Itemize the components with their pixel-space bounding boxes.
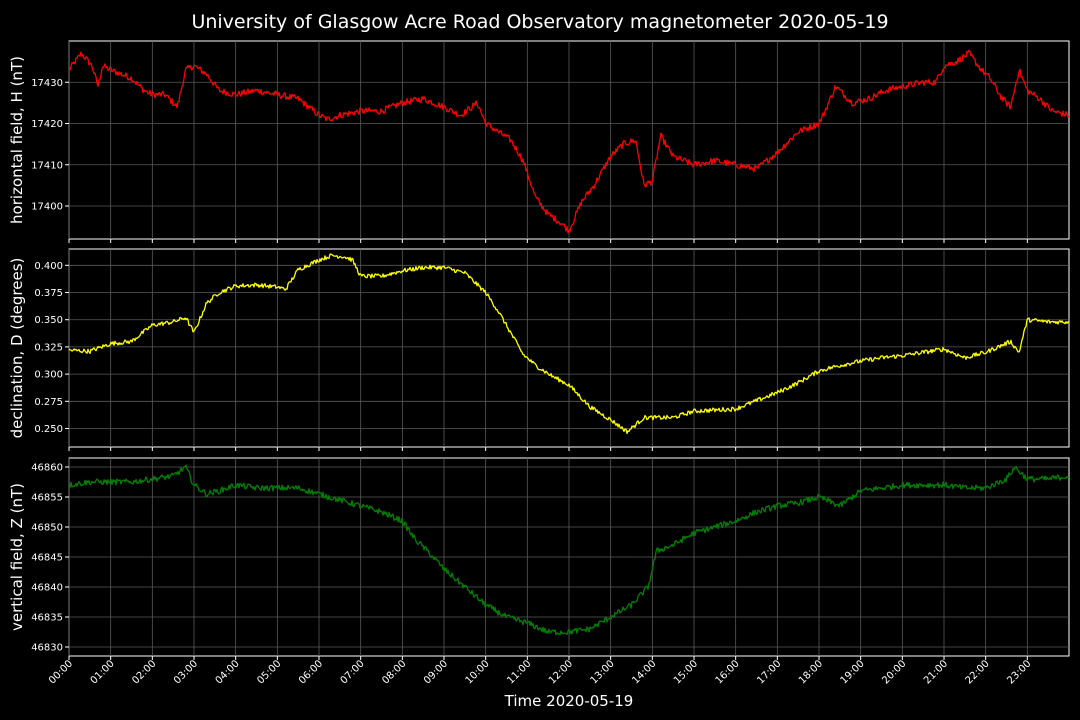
y-tick-label: 17430 — [31, 78, 63, 89]
y-tick-label: 46830 — [31, 643, 63, 654]
x-tick-label: 02:00 — [130, 658, 158, 686]
y-axis-label: vertical field, Z (nT) — [8, 483, 26, 631]
x-tick-label: 07:00 — [339, 658, 367, 686]
x-tick-label: 20:00 — [880, 658, 908, 686]
x-axis-label: Time 2020-05-19 — [504, 692, 634, 710]
y-tick-label: 46845 — [31, 553, 63, 564]
panels-group: 17400 17410 17420 17430 horizontal field, H … — [8, 40, 1070, 660]
y-tick-label: 46835 — [31, 613, 63, 624]
x-tick-label: 05:00 — [255, 658, 283, 686]
series-line-2 — [68, 464, 1070, 636]
x-tick-label: 01:00 — [89, 658, 117, 686]
x-tick-label: 19:00 — [839, 658, 867, 686]
y-tick-label: 0.325 — [34, 342, 63, 353]
x-tick-label: 13:00 — [589, 658, 617, 686]
x-tick-label: 22:00 — [964, 658, 992, 686]
y-axis-label: declination, D (degrees) — [8, 258, 26, 439]
panel-2: 46830 46835 46840 46845 46850 46855 46860 verti… — [8, 457, 1070, 660]
y-tick-label: 0.375 — [34, 288, 63, 299]
x-tick-label: 11:00 — [505, 658, 533, 686]
y-tick-label: 46860 — [31, 463, 63, 474]
y-tick-label: 0.350 — [34, 315, 63, 326]
y-tick-label: 17400 — [31, 202, 63, 213]
x-tick-label: 03:00 — [172, 658, 200, 686]
x-tick-labels: 00:00 01:00 02:00 03:00 04:00 05:00 06:00 07:00… — [47, 658, 1033, 686]
x-tick-label: 18:00 — [797, 658, 825, 686]
panel-1: 0.250 0.275 0.300 0.325 0.350 0.375 0.400 decli… — [8, 248, 1070, 451]
y-tick-label: 0.400 — [34, 261, 63, 272]
x-tick-label: 12:00 — [547, 658, 575, 686]
x-tick-label: 10:00 — [464, 658, 492, 686]
y-axis-label: horizontal field, H (nT) — [8, 56, 26, 224]
x-tick-label: 09:00 — [422, 658, 450, 686]
y-tick-label: 0.275 — [34, 397, 63, 408]
series-line-0 — [68, 49, 1070, 234]
x-tick-label: 14:00 — [630, 658, 658, 686]
y-tick-label: 0.300 — [34, 370, 63, 381]
y-tick-label: 46850 — [31, 523, 63, 534]
y-tick-label: 17410 — [31, 160, 63, 171]
x-tick-label: 21:00 — [922, 658, 950, 686]
y-tick-label: 17420 — [31, 119, 63, 130]
series-line-1 — [68, 253, 1070, 435]
y-tick-label: 46840 — [31, 583, 63, 594]
panel-0: 17400 17410 17420 17430 horizontal field, H … — [8, 40, 1070, 243]
y-tick-label: 0.250 — [34, 424, 63, 435]
x-tick-label: 04:00 — [214, 658, 242, 686]
x-tick-label: 00:00 — [47, 658, 75, 686]
x-tick-label: 06:00 — [297, 658, 325, 686]
x-tick-label: 23:00 — [1005, 658, 1033, 686]
x-tick-label: 17:00 — [755, 658, 783, 686]
chart-title: University of Glasgow Acre Road Observat… — [191, 11, 888, 33]
x-tick-label: 16:00 — [714, 658, 742, 686]
y-tick-label: 46855 — [31, 493, 63, 504]
x-tick-label: 08:00 — [380, 658, 408, 686]
x-tick-label: 15:00 — [672, 658, 700, 686]
